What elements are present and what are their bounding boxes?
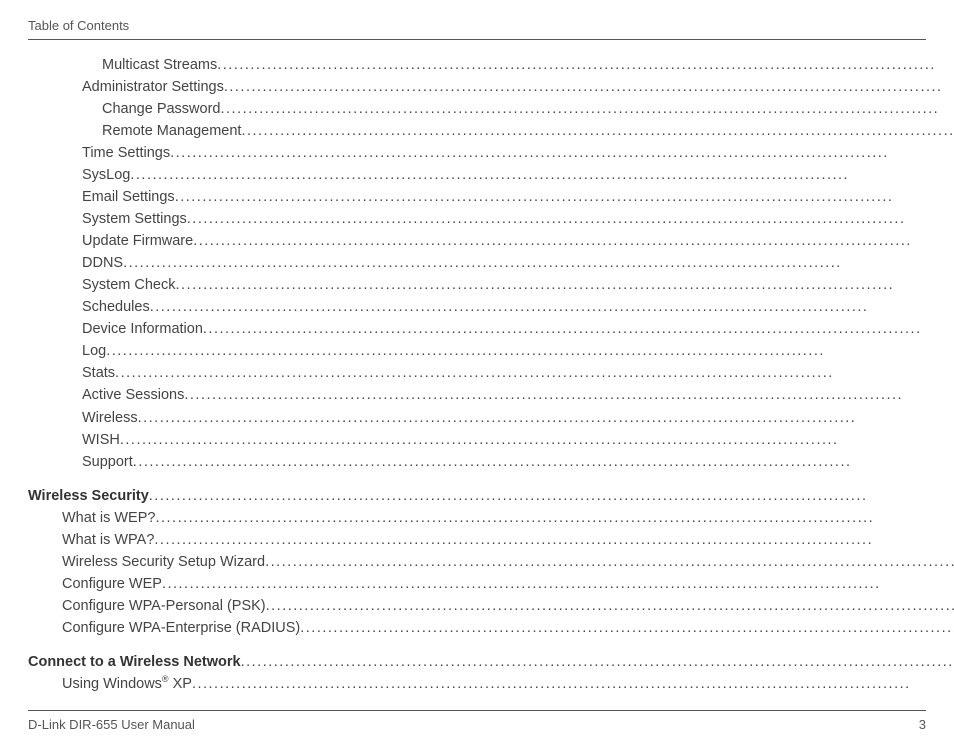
footer-page-number: 3 (919, 717, 926, 732)
toc-entry: Configure WEP68 (28, 573, 954, 595)
toc-entry-label: Log (82, 340, 106, 362)
toc-entry: Using Windows® XP72 (28, 673, 954, 695)
toc-entry-label: Remote Management (102, 120, 241, 142)
toc-leader (175, 274, 954, 296)
toc-leader (150, 296, 954, 318)
toc-leader (217, 54, 954, 76)
toc-leader (123, 252, 954, 274)
toc-leader (265, 551, 954, 573)
toc-leader (203, 318, 954, 340)
toc-leader (162, 573, 954, 595)
toc-entry: Wireless Security Setup Wizard65 (28, 551, 954, 573)
toc-entry-label: Configure WEP (62, 573, 162, 595)
toc-leader (193, 230, 954, 252)
toc-entry-label: Configure WPA-Personal (PSK) (62, 595, 266, 617)
toc-column-left: Multicast Streams48Administrator Setting… (28, 54, 954, 702)
toc-entry-label: WISH (82, 429, 120, 451)
toc-entry: Connect to a Wireless Network72 (28, 651, 954, 673)
page-footer: D-Link DIR-655 User Manual 3 (28, 710, 926, 732)
toc-entry: Configure WPA-Enterprise (RADIUS)70 (28, 617, 954, 639)
toc-entry: What is WEP?63 (28, 507, 954, 529)
toc-entry-label: Using Windows® XP (62, 673, 192, 695)
toc-leader (120, 429, 954, 451)
toc-entry-label: DDNS (82, 252, 123, 274)
toc-entry-label: What is WPA? (62, 529, 154, 551)
toc-entry-label: Connect to a Wireless Network (28, 651, 241, 673)
toc-entry: System Check56 (28, 274, 954, 296)
toc-entry: What is WPA?64 (28, 529, 954, 551)
toc-columns: Multicast Streams48Administrator Setting… (28, 54, 926, 702)
toc-leader (184, 384, 954, 406)
toc-entry-label: Email Settings (82, 186, 175, 208)
toc-entry-label: Schedules (82, 296, 150, 318)
toc-leader (154, 529, 954, 551)
toc-entry-label: Support (82, 451, 133, 473)
toc-leader (241, 651, 954, 673)
toc-entry-label: System Settings (82, 208, 187, 230)
toc-leader (221, 98, 954, 120)
toc-entry-label: Update Firmware (82, 230, 193, 252)
toc-entry: Change Password49 (28, 98, 954, 120)
toc-entry: Multicast Streams48 (28, 54, 954, 76)
toc-entry-label: SysLog (82, 164, 130, 186)
toc-leader (155, 507, 954, 529)
toc-leader (170, 142, 954, 164)
toc-leader (266, 595, 954, 617)
toc-spacer (28, 473, 954, 485)
toc-entry-label: Stats (82, 362, 115, 384)
toc-entry: Administrator Settings49 (28, 76, 954, 98)
toc-entry-label: Wireless Security Setup Wizard (62, 551, 265, 573)
toc-entry-label: Time Settings (82, 142, 170, 164)
page-header: Table of Contents (28, 18, 926, 40)
toc-leader (138, 407, 954, 429)
toc-entry-label: Administrator Settings (82, 76, 224, 98)
toc-leader (149, 485, 954, 507)
toc-entry: Support62 (28, 451, 954, 473)
toc-leader (130, 164, 954, 186)
toc-entry: Device Information58 (28, 318, 954, 340)
toc-entry: Log59 (28, 340, 954, 362)
toc-entry: Stats60 (28, 362, 954, 384)
toc-entry-label: What is WEP? (62, 507, 155, 529)
toc-entry-label: Configure WPA-Enterprise (RADIUS) (62, 617, 300, 639)
toc-leader (241, 120, 954, 142)
toc-leader (133, 451, 954, 473)
toc-spacer (28, 639, 954, 651)
toc-entry-label: Multicast Streams (102, 54, 217, 76)
toc-entry: SysLog51 (28, 164, 954, 186)
toc-entry: DDNS55 (28, 252, 954, 274)
toc-entry: WISH61 (28, 429, 954, 451)
toc-leader (115, 362, 954, 384)
toc-entry: Active Sessions60 (28, 384, 954, 406)
toc-leader (106, 340, 954, 362)
toc-entry: Remote Management49 (28, 120, 954, 142)
toc-entry-label: Active Sessions (82, 384, 184, 406)
toc-leader (192, 673, 954, 695)
toc-entry-label: System Check (82, 274, 175, 296)
toc-entry-label: Wireless Security (28, 485, 149, 507)
toc-leader (187, 208, 954, 230)
toc-entry: Wireless Security63 (28, 485, 954, 507)
toc-entry: Configure WPA-Personal (PSK)69 (28, 595, 954, 617)
toc-entry-label: Device Information (82, 318, 203, 340)
toc-entry-label: Wireless (82, 407, 138, 429)
toc-leader (175, 186, 954, 208)
toc-entry: Email Settings52 (28, 186, 954, 208)
toc-entry: Update Firmware54 (28, 230, 954, 252)
toc-leader (224, 76, 954, 98)
toc-entry-label: Change Password (102, 98, 221, 120)
toc-entry: Wireless61 (28, 407, 954, 429)
footer-left: D-Link DIR-655 User Manual (28, 717, 195, 732)
toc-leader (300, 617, 954, 639)
toc-entry: System Settings53 (28, 208, 954, 230)
toc-entry: Time Settings50 (28, 142, 954, 164)
toc-entry: Schedules57 (28, 296, 954, 318)
